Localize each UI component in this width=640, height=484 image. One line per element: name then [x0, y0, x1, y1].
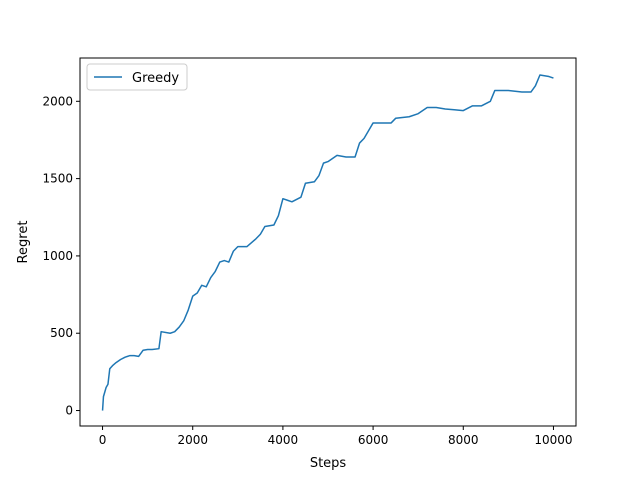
x-tick-label: 0 — [99, 433, 107, 447]
y-tick-label: 1000 — [42, 249, 73, 263]
y-tick-label: 1500 — [42, 172, 73, 186]
x-tick-label: 4000 — [268, 433, 299, 447]
legend-label-greedy: Greedy — [132, 71, 179, 86]
y-tick-label: 500 — [50, 326, 73, 340]
x-tick-label: 6000 — [358, 433, 389, 447]
x-tick-label: 2000 — [177, 433, 208, 447]
x-tick-label: 8000 — [448, 433, 479, 447]
y-tick-label: 2000 — [42, 94, 73, 108]
legend: Greedy — [86, 63, 188, 91]
y-ticks: 0 500 1000 1500 2000 — [42, 94, 80, 418]
y-axis-label: Regret — [16, 221, 31, 264]
legend-box — [86, 63, 188, 91]
x-ticks: 0 2000 4000 6000 8000 10000 — [99, 426, 573, 447]
series-layer — [101, 74, 554, 411]
x-axis-label: Steps — [310, 456, 347, 471]
y-tick-label: 0 — [65, 404, 73, 418]
x-tick-label: 10000 — [534, 433, 572, 447]
series-line-greedy — [101, 74, 554, 411]
axes-frame — [79, 57, 577, 427]
